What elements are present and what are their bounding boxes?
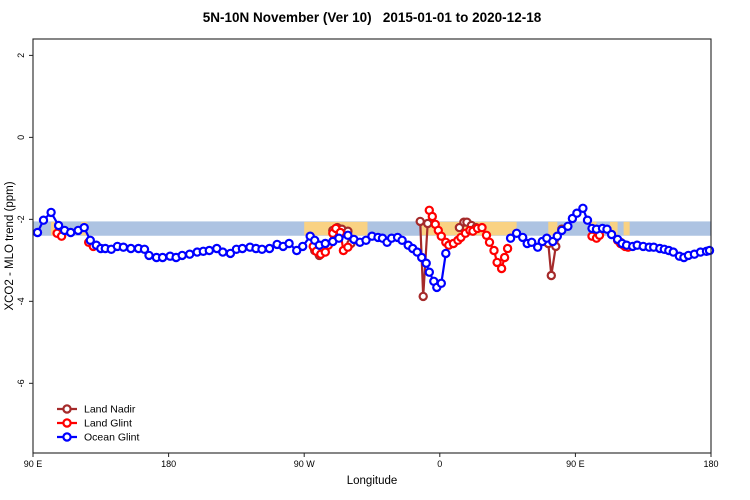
y-tick-label: 0 — [16, 135, 26, 140]
x-tick-label: 90 E — [566, 459, 585, 469]
x-tick-label: 180 — [161, 459, 176, 469]
data-point-ocean-glint — [361, 235, 371, 245]
data-point-ocean-glint — [38, 215, 49, 225]
data-point-ocean-glint — [177, 250, 187, 261]
data-point-land-glint — [427, 211, 437, 222]
reference-band — [33, 221, 711, 236]
x-axis-title: Longitude — [347, 475, 398, 487]
legend-marker-ocean-glint — [62, 432, 72, 442]
data-point-ocean-glint — [79, 222, 89, 233]
data-point-ocean-glint — [606, 229, 617, 240]
data-point-ocean-glint — [668, 247, 679, 257]
data-point-ocean-glint — [572, 208, 582, 218]
data-point-ocean-glint — [85, 235, 96, 245]
series-land-glint — [52, 205, 633, 274]
data-point-land-glint — [492, 257, 502, 268]
data-point-land-nadir — [418, 291, 428, 302]
data-point-land-glint — [343, 242, 353, 252]
data-point-ocean-glint — [527, 237, 537, 247]
data-point-ocean-glint — [53, 220, 64, 231]
chart-title: 5N-10N November (Ver 10) 2015-01-01 to 2… — [203, 10, 542, 25]
data-point-land-glint — [496, 263, 507, 274]
data-point-land-nadir — [546, 270, 557, 281]
data-point-land-glint — [499, 252, 510, 263]
data-point-land-glint — [489, 245, 499, 256]
y-tick-label: -4 — [16, 297, 26, 305]
legend: Land Nadir Land Glint Ocean Glint — [57, 404, 140, 444]
data-point-land-glint — [477, 222, 487, 233]
data-point-ocean-glint — [32, 227, 43, 238]
data-point-ocean-glint — [582, 215, 593, 225]
data-point-ocean-glint — [436, 278, 446, 288]
data-point-ocean-glint — [284, 238, 294, 249]
data-point-ocean-glint — [237, 243, 248, 254]
x-tick-label: 90 E — [24, 459, 43, 469]
data-point-ocean-glint — [292, 245, 302, 256]
data-point-ocean-glint — [257, 244, 267, 254]
highlight-band-segment — [51, 221, 58, 236]
series-ocean-glint — [32, 203, 715, 293]
x-tick-label: 0 — [437, 459, 442, 469]
data-point-ocean-glint — [225, 248, 236, 259]
y-axis-title: XCO2 - MLO trend (ppm) — [4, 181, 16, 310]
data-point-ocean-glint — [343, 230, 353, 240]
legend-label-land-nadir: Land Nadir — [84, 404, 136, 416]
data-point-land-glint — [502, 243, 513, 254]
legend-marker-land-nadir — [62, 404, 72, 414]
data-point-ocean-glint — [264, 243, 275, 254]
highlight-band-segment — [623, 221, 630, 236]
data-point-land-nadir — [415, 216, 425, 227]
y-axis: 2 0 -2 -4 -6 — [16, 53, 33, 387]
data-point-ocean-glint — [157, 252, 168, 263]
data-point-ocean-glint — [533, 242, 543, 252]
data-point-ocean-glint — [320, 238, 330, 249]
data-point-ocean-glint — [505, 233, 516, 243]
data-point-ocean-glint — [184, 249, 195, 259]
x-tick-label: 180 — [703, 459, 718, 469]
data-point-ocean-glint — [557, 225, 567, 236]
y-tick-label: -6 — [16, 379, 26, 387]
plot-border — [32, 38, 712, 454]
legend-label-ocean-glint: Ocean Glint — [84, 432, 140, 444]
data-point-ocean-glint — [118, 242, 129, 252]
data-point-ocean-glint — [518, 232, 528, 243]
data-point-ocean-glint — [511, 228, 522, 238]
data-point-ocean-glint — [397, 235, 407, 245]
data-point-ocean-glint — [218, 247, 228, 257]
data-point-land-glint — [484, 237, 495, 247]
x-tick-label: 90 W — [294, 459, 316, 469]
highlight-band-segment — [610, 221, 618, 236]
data-point-ocean-glint — [441, 248, 451, 259]
legend-item-ocean-glint: Ocean Glint — [57, 432, 140, 444]
data-point-land-glint — [436, 231, 446, 241]
data-point-ocean-glint — [563, 221, 573, 231]
legend-item-land-glint: Land Glint — [57, 418, 132, 430]
x-axis: 90 E 180 90 W 0 90 E 180 — [24, 453, 719, 469]
data-point-ocean-glint — [144, 250, 154, 261]
y-tick-label: 2 — [16, 53, 26, 58]
data-point-ocean-glint — [139, 244, 150, 254]
data-point-ocean-glint — [298, 241, 308, 252]
legend-item-land-nadir: Land Nadir — [57, 404, 136, 416]
data-point-ocean-glint — [204, 245, 214, 256]
data-point-ocean-glint — [704, 245, 715, 256]
data-point-ocean-glint — [552, 231, 563, 241]
data-point-ocean-glint — [424, 267, 434, 277]
legend-marker-land-glint — [62, 418, 72, 428]
data-point-ocean-glint — [417, 252, 427, 263]
data-point-ocean-glint — [46, 207, 56, 218]
y-tick-label: -2 — [16, 215, 26, 223]
data-point-land-nadir — [423, 218, 433, 229]
legend-label-land-glint: Land Glint — [84, 418, 132, 430]
data-point-ocean-glint — [578, 203, 588, 213]
data-point-ocean-glint — [421, 258, 431, 268]
data-point-ocean-glint — [126, 243, 136, 254]
data-point-ocean-glint — [334, 233, 344, 243]
data-point-ocean-glint — [65, 227, 76, 238]
highlight-band-segment — [548, 221, 558, 236]
